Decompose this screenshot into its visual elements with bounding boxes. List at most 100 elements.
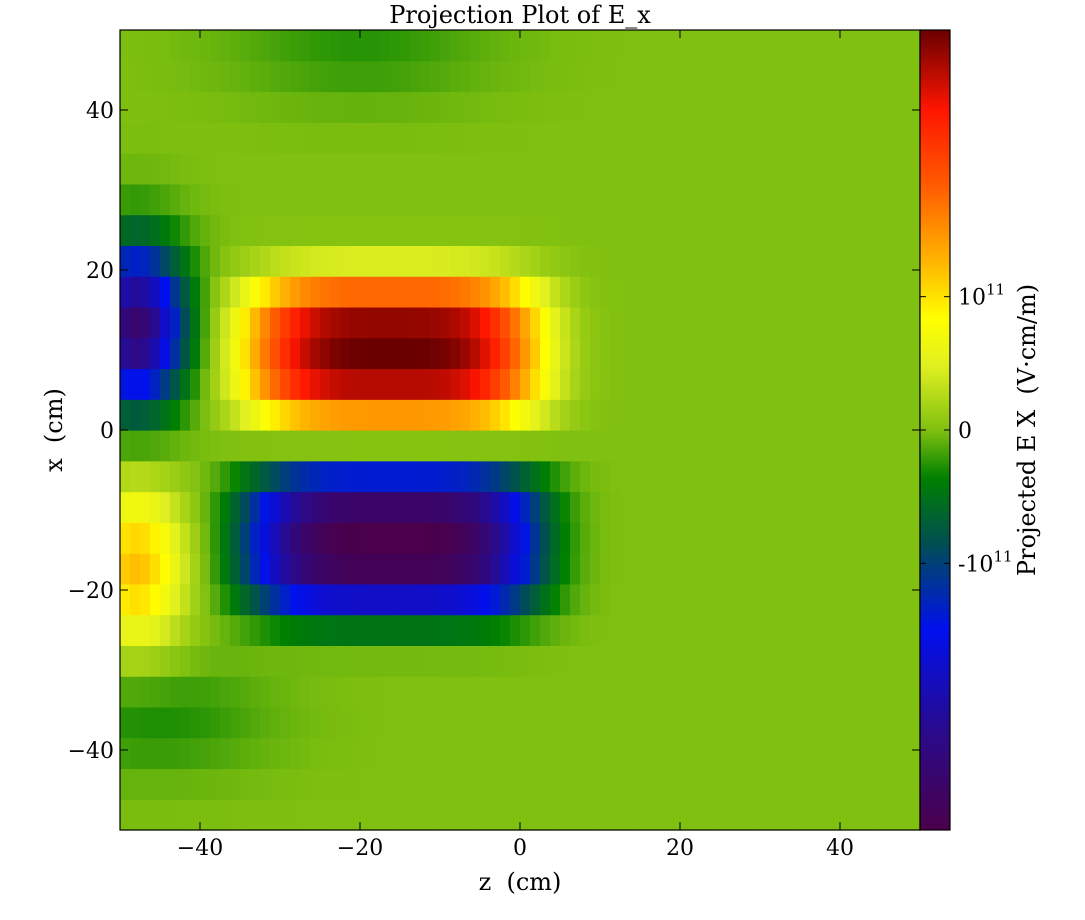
heatmap-cell	[610, 399, 621, 431]
y-tick-label: −20	[68, 579, 114, 604]
heatmap-cell	[280, 583, 291, 616]
heatmap-cell	[210, 245, 221, 277]
heatmap-cell	[350, 737, 361, 770]
heatmap-cell	[590, 553, 601, 585]
heatmap-cell	[140, 737, 151, 770]
heatmap-cell	[800, 245, 811, 277]
heatmap-cell	[240, 399, 251, 431]
heatmap-cell	[420, 491, 431, 523]
heatmap-cell	[310, 245, 321, 277]
heatmap-cell	[340, 399, 351, 431]
heatmap-cell	[260, 306, 271, 339]
heatmap-cell	[810, 183, 821, 216]
heatmap-cell	[460, 737, 471, 770]
heatmap-cell	[130, 522, 141, 554]
heatmap-cell	[700, 522, 711, 554]
heatmap-cell	[470, 676, 481, 708]
heatmap-cell	[440, 799, 451, 831]
heatmap-cell	[300, 214, 311, 246]
heatmap-cell	[500, 522, 511, 554]
heatmap-cell	[430, 460, 441, 493]
heatmap-cell	[200, 614, 211, 646]
heatmap-cell	[240, 276, 251, 308]
heatmap-cell	[570, 276, 581, 308]
heatmap-cell	[860, 368, 871, 400]
heatmap-cell	[710, 430, 721, 462]
heatmap-cell	[540, 60, 551, 93]
heatmap-cell	[770, 706, 781, 739]
heatmap-cell	[260, 460, 271, 493]
heatmap-cell	[880, 245, 891, 277]
heatmap-cell	[890, 91, 901, 123]
heatmap-cell	[390, 337, 401, 370]
heatmap-cell	[380, 399, 391, 431]
heatmap-cell	[560, 91, 571, 123]
heatmap-cell	[310, 768, 321, 800]
heatmap-cell	[900, 491, 911, 523]
heatmap-cell	[520, 337, 531, 370]
heatmap-cell	[470, 30, 481, 62]
heatmap-cell	[320, 306, 331, 339]
heatmap-cell	[720, 460, 731, 493]
heatmap-cell	[820, 706, 831, 739]
x-tick-label: 0	[513, 836, 527, 861]
heatmap-cell	[640, 583, 651, 616]
heatmap-cell	[390, 183, 401, 216]
heatmap-cell	[440, 306, 451, 339]
heatmap-cell	[600, 337, 611, 370]
heatmap-cell	[680, 30, 691, 62]
heatmap-cell	[750, 245, 761, 277]
heatmap-cell	[550, 183, 561, 216]
heatmap-cell	[120, 460, 131, 493]
heatmap-cell	[800, 60, 811, 93]
heatmap-cell	[880, 522, 891, 554]
heatmap-cell	[520, 91, 531, 123]
heatmap-cell	[180, 491, 191, 523]
heatmap-cell	[390, 676, 401, 708]
heatmap-cell	[150, 153, 161, 185]
heatmap-cell	[410, 122, 421, 154]
heatmap-cell	[390, 60, 401, 93]
heatmap-cell	[280, 30, 291, 62]
heatmap-cell	[280, 368, 291, 400]
heatmap-cell	[750, 30, 761, 62]
heatmap-cell	[630, 245, 641, 277]
heatmap-cell	[360, 122, 371, 154]
heatmap-cell	[560, 460, 571, 493]
heatmap-cell	[540, 306, 551, 339]
heatmap-cell	[660, 306, 671, 339]
heatmap-cell	[360, 91, 371, 123]
heatmap-cell	[310, 553, 321, 585]
heatmap-cell	[360, 768, 371, 800]
heatmap-cell	[320, 91, 331, 123]
heatmap-cell	[640, 553, 651, 585]
heatmap-cell	[160, 737, 171, 770]
heatmap-cell	[790, 676, 801, 708]
heatmap-cell	[760, 122, 771, 154]
heatmap-cell	[340, 306, 351, 339]
heatmap-cell	[140, 799, 151, 831]
heatmap-cell	[820, 737, 831, 770]
heatmap-cell	[340, 706, 351, 739]
heatmap-cell	[520, 153, 531, 185]
heatmap-cell	[130, 706, 141, 739]
heatmap-cell	[780, 768, 791, 800]
heatmap-cell	[160, 153, 171, 185]
heatmap-cell	[670, 368, 681, 400]
heatmap-cell	[850, 522, 861, 554]
heatmap-cell	[360, 245, 371, 277]
heatmap-cell	[580, 430, 591, 462]
heatmap-cell	[790, 491, 801, 523]
heatmap-cell	[300, 522, 311, 554]
heatmap-cell	[470, 706, 481, 739]
heatmap-cell	[870, 491, 881, 523]
heatmap-cell	[850, 183, 861, 216]
heatmap-cell	[430, 768, 441, 800]
heatmap-cell	[640, 399, 651, 431]
heatmap-cell	[210, 553, 221, 585]
heatmap-cell	[570, 491, 581, 523]
heatmap-cell	[550, 553, 561, 585]
heatmap-cell	[290, 91, 301, 123]
heatmap-cell	[640, 214, 651, 246]
